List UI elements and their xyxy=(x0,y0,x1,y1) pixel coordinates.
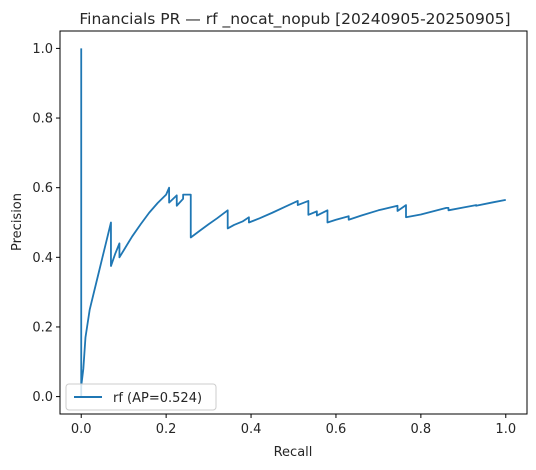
chart-title: Financials PR — rf _nocat_nopub [2024090… xyxy=(79,10,510,29)
x-tick-label: 0.2 xyxy=(156,422,177,437)
plot-area xyxy=(59,30,528,415)
x-tick-label: 0.4 xyxy=(241,422,262,437)
legend-label: rf (AP=0.524) xyxy=(113,391,202,406)
legend: rf (AP=0.524) xyxy=(65,383,217,411)
y-tick-label: 0.6 xyxy=(32,181,53,196)
series-layer xyxy=(80,48,506,398)
x-axis-label: Recall xyxy=(274,445,313,460)
y-tick-label: 0.2 xyxy=(32,320,53,335)
x-tick-label: 0.0 xyxy=(71,422,92,437)
series-line-0 xyxy=(80,48,506,398)
x-tick-label: 0.6 xyxy=(326,422,347,437)
y-tick-label: 0.4 xyxy=(32,251,53,266)
x-tick-label: 1.0 xyxy=(495,422,516,437)
y-tick-label: 1.0 xyxy=(32,42,53,57)
y-axis-label: Precision xyxy=(10,193,25,251)
y-tick-label: 0.0 xyxy=(32,390,53,405)
x-tick-label: 0.8 xyxy=(411,422,432,437)
y-tick-label: 0.8 xyxy=(32,112,53,127)
y-axis: 0.0 0.2 0.4 0.6 0.8 1.0 xyxy=(32,42,60,405)
x-axis: 0.0 0.2 0.4 0.6 0.8 1.0 xyxy=(71,414,516,437)
legend-box xyxy=(65,383,217,411)
